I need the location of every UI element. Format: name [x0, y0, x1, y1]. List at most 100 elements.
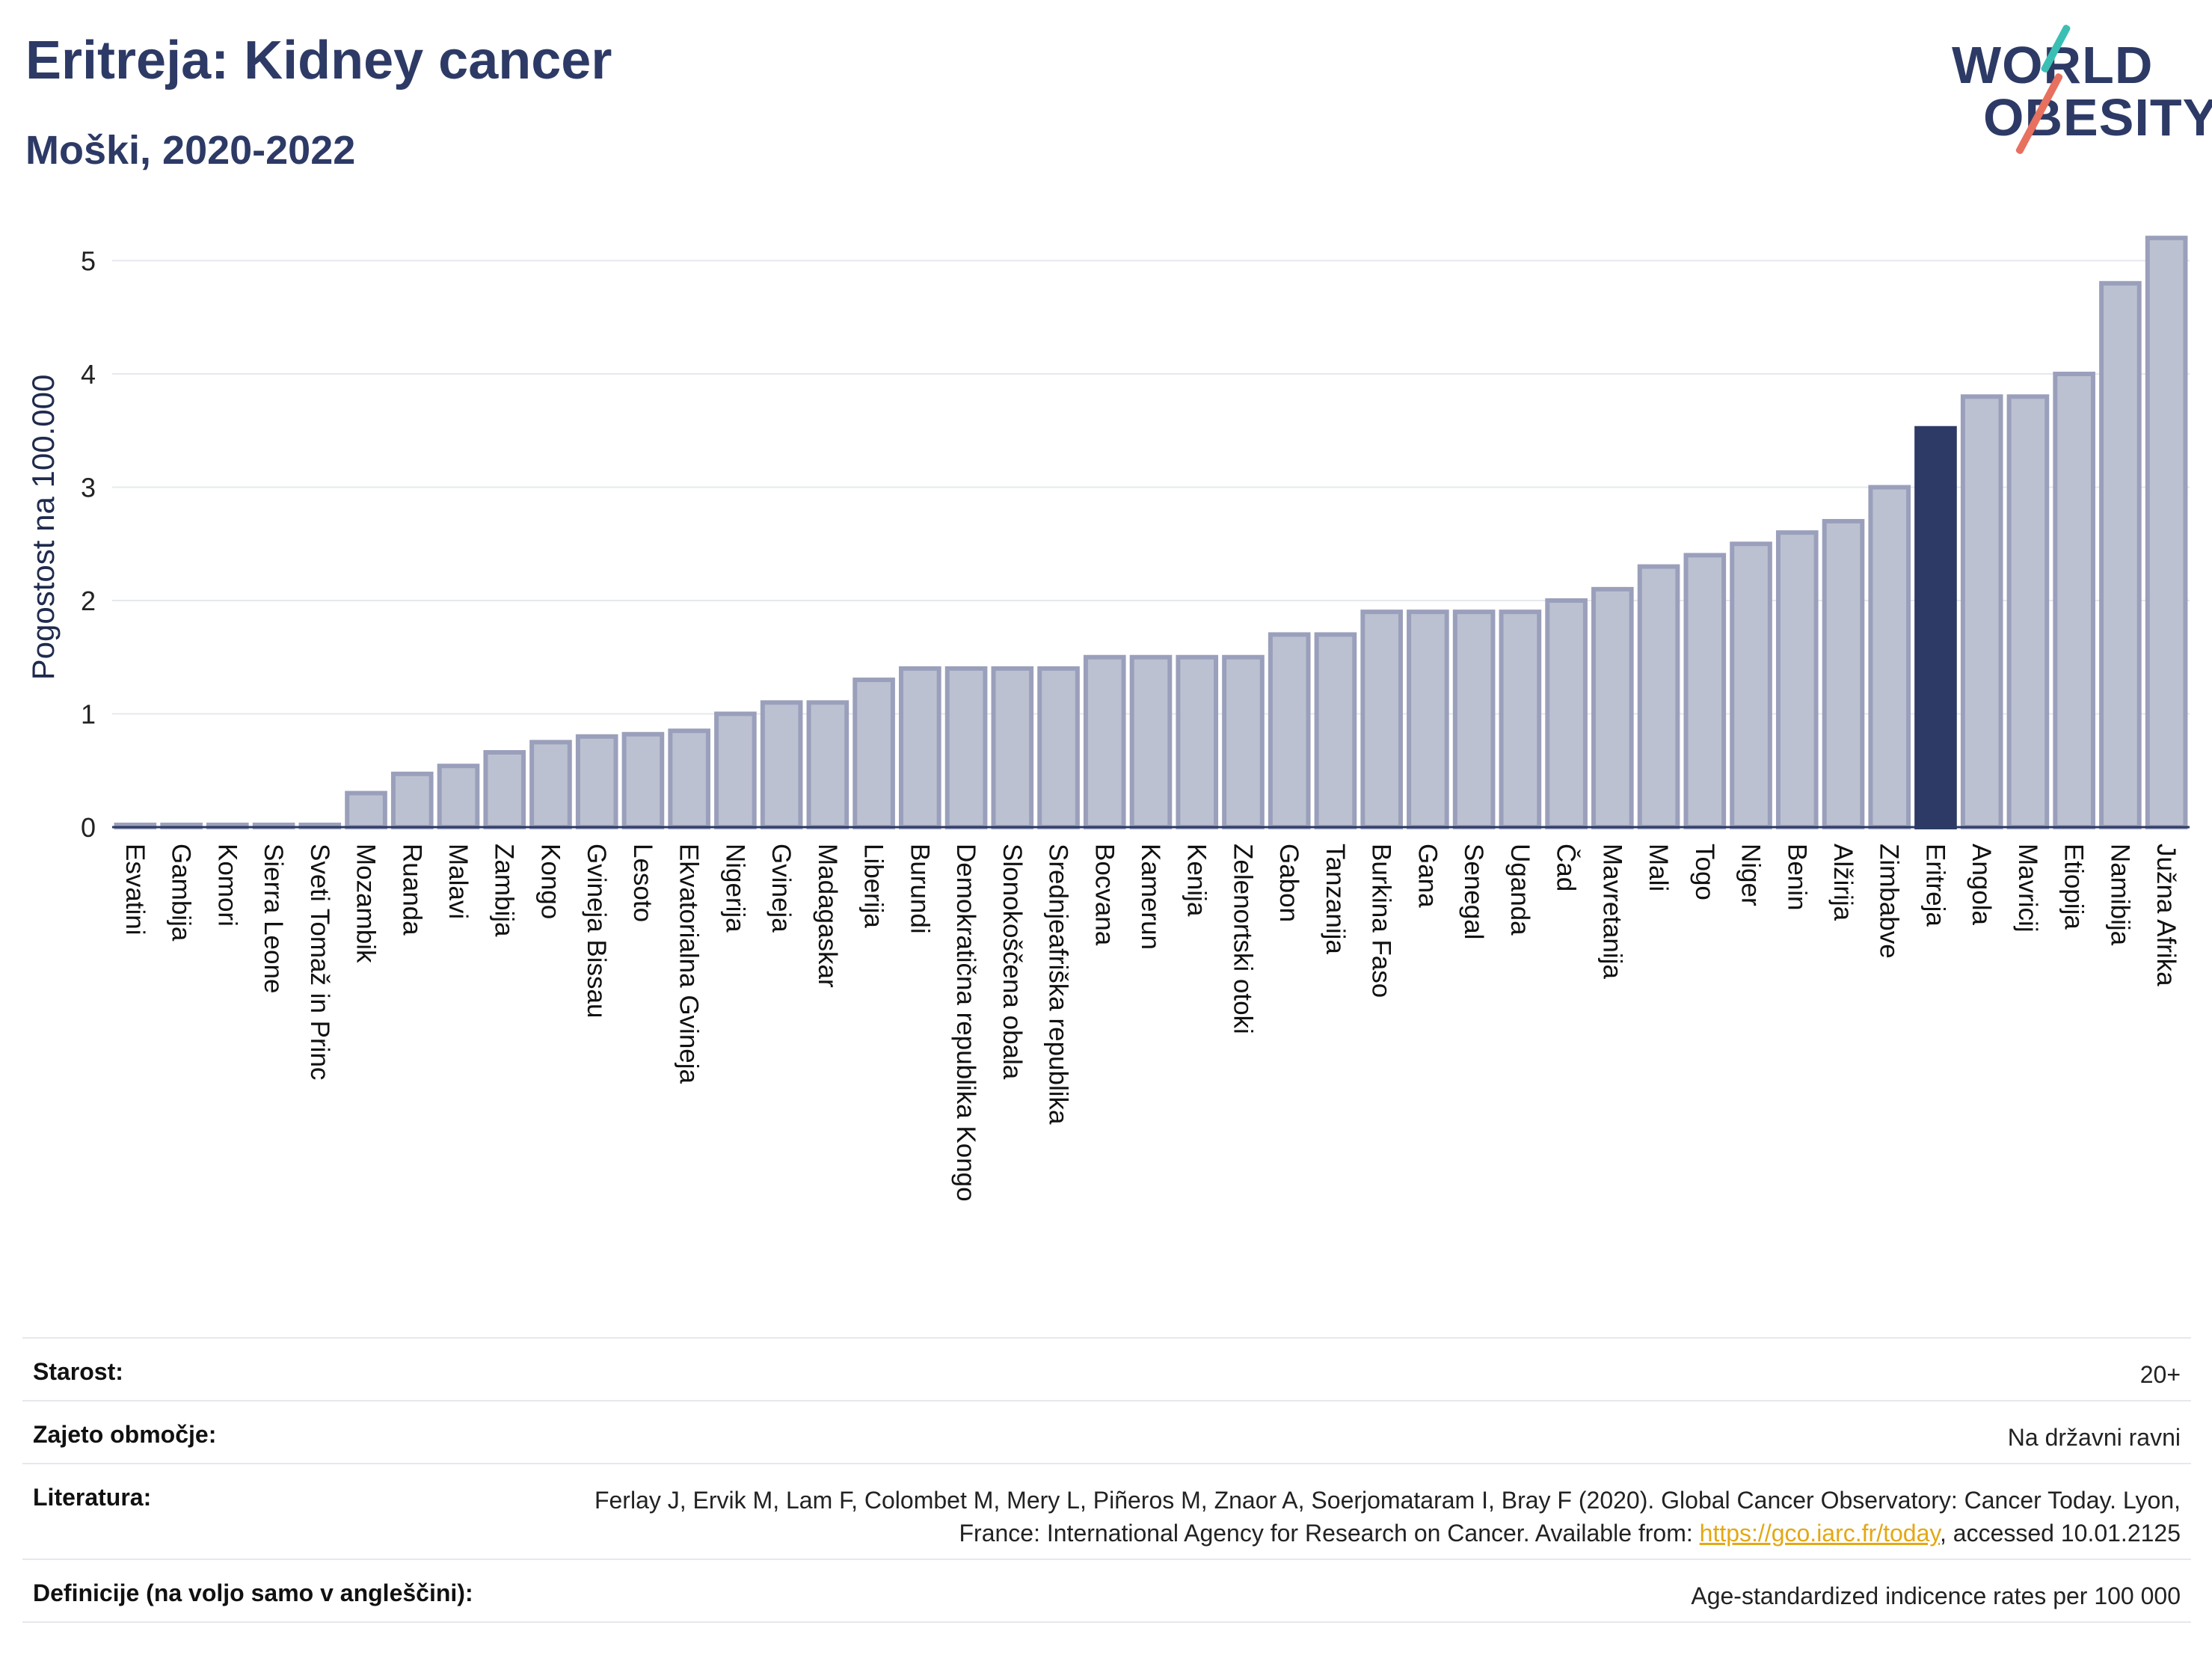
bar[interactable]	[621, 731, 665, 830]
bar[interactable]	[806, 700, 850, 829]
x-tick-label: Gana	[1413, 844, 1442, 908]
x-tick-label: Madagaskar	[813, 844, 842, 988]
x-tick-label: Bocvana	[1090, 844, 1119, 946]
x-tick-label: Srednjeafriška republika	[1044, 844, 1073, 1125]
x-tick-label: Mozambik	[351, 844, 381, 963]
y-tick-label: 1	[81, 699, 96, 730]
x-tick-label: Kongo	[535, 844, 565, 919]
x-tick-label: Slonokoščena obala	[998, 844, 1027, 1080]
bar[interactable]	[2145, 236, 2188, 829]
bar[interactable]	[1775, 530, 1819, 829]
definitions-label: Definicije (na voljo samo v angleščini):	[33, 1579, 473, 1606]
x-tick-label: Angola	[1967, 844, 1996, 926]
references-value: Ferlay J, Ervik M, Lam F, Colombet M, Me…	[580, 1484, 2181, 1550]
bar[interactable]	[1914, 426, 1957, 830]
bar[interactable]	[1314, 632, 1357, 829]
x-tick-label: Mavricij	[2013, 844, 2042, 933]
bar[interactable]	[529, 740, 572, 829]
bar[interactable]	[483, 750, 526, 830]
logo-word-obesity: OBESITY	[1983, 88, 2212, 147]
bar[interactable]	[899, 666, 941, 830]
x-tick-label: Čad	[1552, 844, 1581, 891]
x-tick-label: Burundi	[905, 844, 934, 934]
world-obesity-logo[interactable]: WORLD OBESITY	[1944, 22, 2212, 165]
bar[interactable]	[575, 734, 618, 829]
x-tick-label: Sierra Leone	[259, 844, 288, 993]
references-text: Ferlay J, Ervik M, Lam F, Colombet M, Me…	[594, 1487, 2181, 1547]
coverage-label: Zajeto območje:	[33, 1421, 217, 1448]
x-tick-label: Sveti Tomaž in Princ	[305, 844, 334, 1080]
x-tick-label: Zelenortski otoki	[1228, 844, 1257, 1034]
bar[interactable]	[1222, 654, 1265, 829]
info-row-definitions: Definicije (na voljo samo v angleščini):…	[22, 1559, 2191, 1623]
x-tick-label: Ekvatorialna Gvineja	[675, 844, 704, 1084]
bar[interactable]	[1730, 541, 1772, 829]
x-tick-label: Uganda	[1505, 844, 1534, 936]
bars	[114, 236, 2188, 830]
bar[interactable]	[2006, 394, 2050, 829]
x-tick-label: Niger	[1736, 844, 1766, 906]
y-tick-label: 0	[81, 812, 96, 843]
x-axis-ticks: Esvatini Gambija Komori Sierra Leone Sveti T…	[120, 844, 2181, 1202]
x-tick-label: Gvineja Bissau	[582, 844, 611, 1018]
x-tick-label: Liberija	[859, 844, 888, 928]
x-tick-label: Alžirija	[1828, 844, 1858, 921]
x-tick-label: Gambija	[167, 844, 196, 942]
bar[interactable]	[1868, 485, 1911, 829]
y-tick-label: 3	[81, 473, 96, 503]
x-tick-label: Togo	[1690, 844, 1719, 900]
info-row-coverage: Zajeto območje: Na državni ravni	[22, 1400, 2191, 1463]
bar[interactable]	[1268, 632, 1311, 829]
bar[interactable]	[760, 700, 803, 829]
y-axis-ticks: 0 1 2 3 4 5	[81, 246, 96, 844]
bar[interactable]	[1591, 586, 1634, 829]
x-tick-label: Mavretanija	[1597, 844, 1626, 979]
bar[interactable]	[1545, 598, 1588, 829]
bar[interactable]	[345, 790, 387, 829]
bar[interactable]	[668, 728, 710, 829]
bar[interactable]	[1407, 610, 1449, 830]
bar[interactable]	[1360, 610, 1403, 830]
references-link[interactable]: https://gco.iarc.fr/today	[1699, 1520, 1940, 1547]
bar[interactable]	[1960, 394, 2003, 829]
coverage-value: Na državni ravni	[2007, 1424, 2181, 1451]
x-tick-label: Tanzanija	[1321, 844, 1350, 954]
x-tick-label: Južna Afrika	[2151, 844, 2181, 986]
bar[interactable]	[2099, 280, 2142, 830]
bar[interactable]	[1499, 610, 1542, 830]
bar[interactable]	[852, 678, 895, 829]
bar[interactable]	[1637, 564, 1680, 829]
y-tick-label: 4	[81, 359, 96, 390]
bar[interactable]	[714, 711, 757, 829]
y-tick-label: 2	[81, 586, 96, 616]
x-tick-label: Ruanda	[397, 844, 426, 936]
bar[interactable]	[1037, 666, 1080, 830]
x-tick-label: Senegal	[1459, 844, 1488, 939]
x-tick-label: Komori	[212, 844, 242, 927]
x-tick-label: Lesoto	[628, 844, 657, 922]
y-axis-label: Pogostost na 100.000	[25, 375, 61, 681]
bar[interactable]	[1683, 553, 1727, 829]
bar[interactable]	[1452, 610, 1496, 830]
bar[interactable]	[1129, 654, 1173, 829]
y-tick-label: 5	[81, 246, 96, 277]
references-suffix: , accessed 10.01.2125	[1939, 1520, 2181, 1547]
x-tick-label: Demokratična republika Kongo	[951, 844, 980, 1202]
bar[interactable]	[991, 666, 1034, 830]
info-table: Starost: 20+ Zajeto območje: Na državni …	[22, 1337, 2191, 1623]
x-tick-label: Kamerun	[1136, 844, 1165, 950]
bar[interactable]	[437, 764, 480, 829]
bar[interactable]	[1083, 654, 1126, 829]
x-tick-label: Eritreja	[1920, 844, 1950, 927]
x-tick-label: Burkina Faso	[1367, 844, 1396, 998]
bar[interactable]	[390, 771, 434, 829]
x-tick-label: Zimbabve	[1875, 844, 1904, 959]
bar[interactable]	[1822, 518, 1865, 829]
bar[interactable]	[1176, 654, 1219, 829]
x-tick-label: Gabon	[1274, 844, 1303, 922]
chart-subtitle: Moški, 2020-2022	[25, 128, 356, 173]
references-label: Literatura:	[33, 1484, 152, 1511]
x-tick-label: Nigerija	[720, 844, 749, 933]
bar[interactable]	[2053, 372, 2095, 829]
bar[interactable]	[944, 666, 988, 830]
